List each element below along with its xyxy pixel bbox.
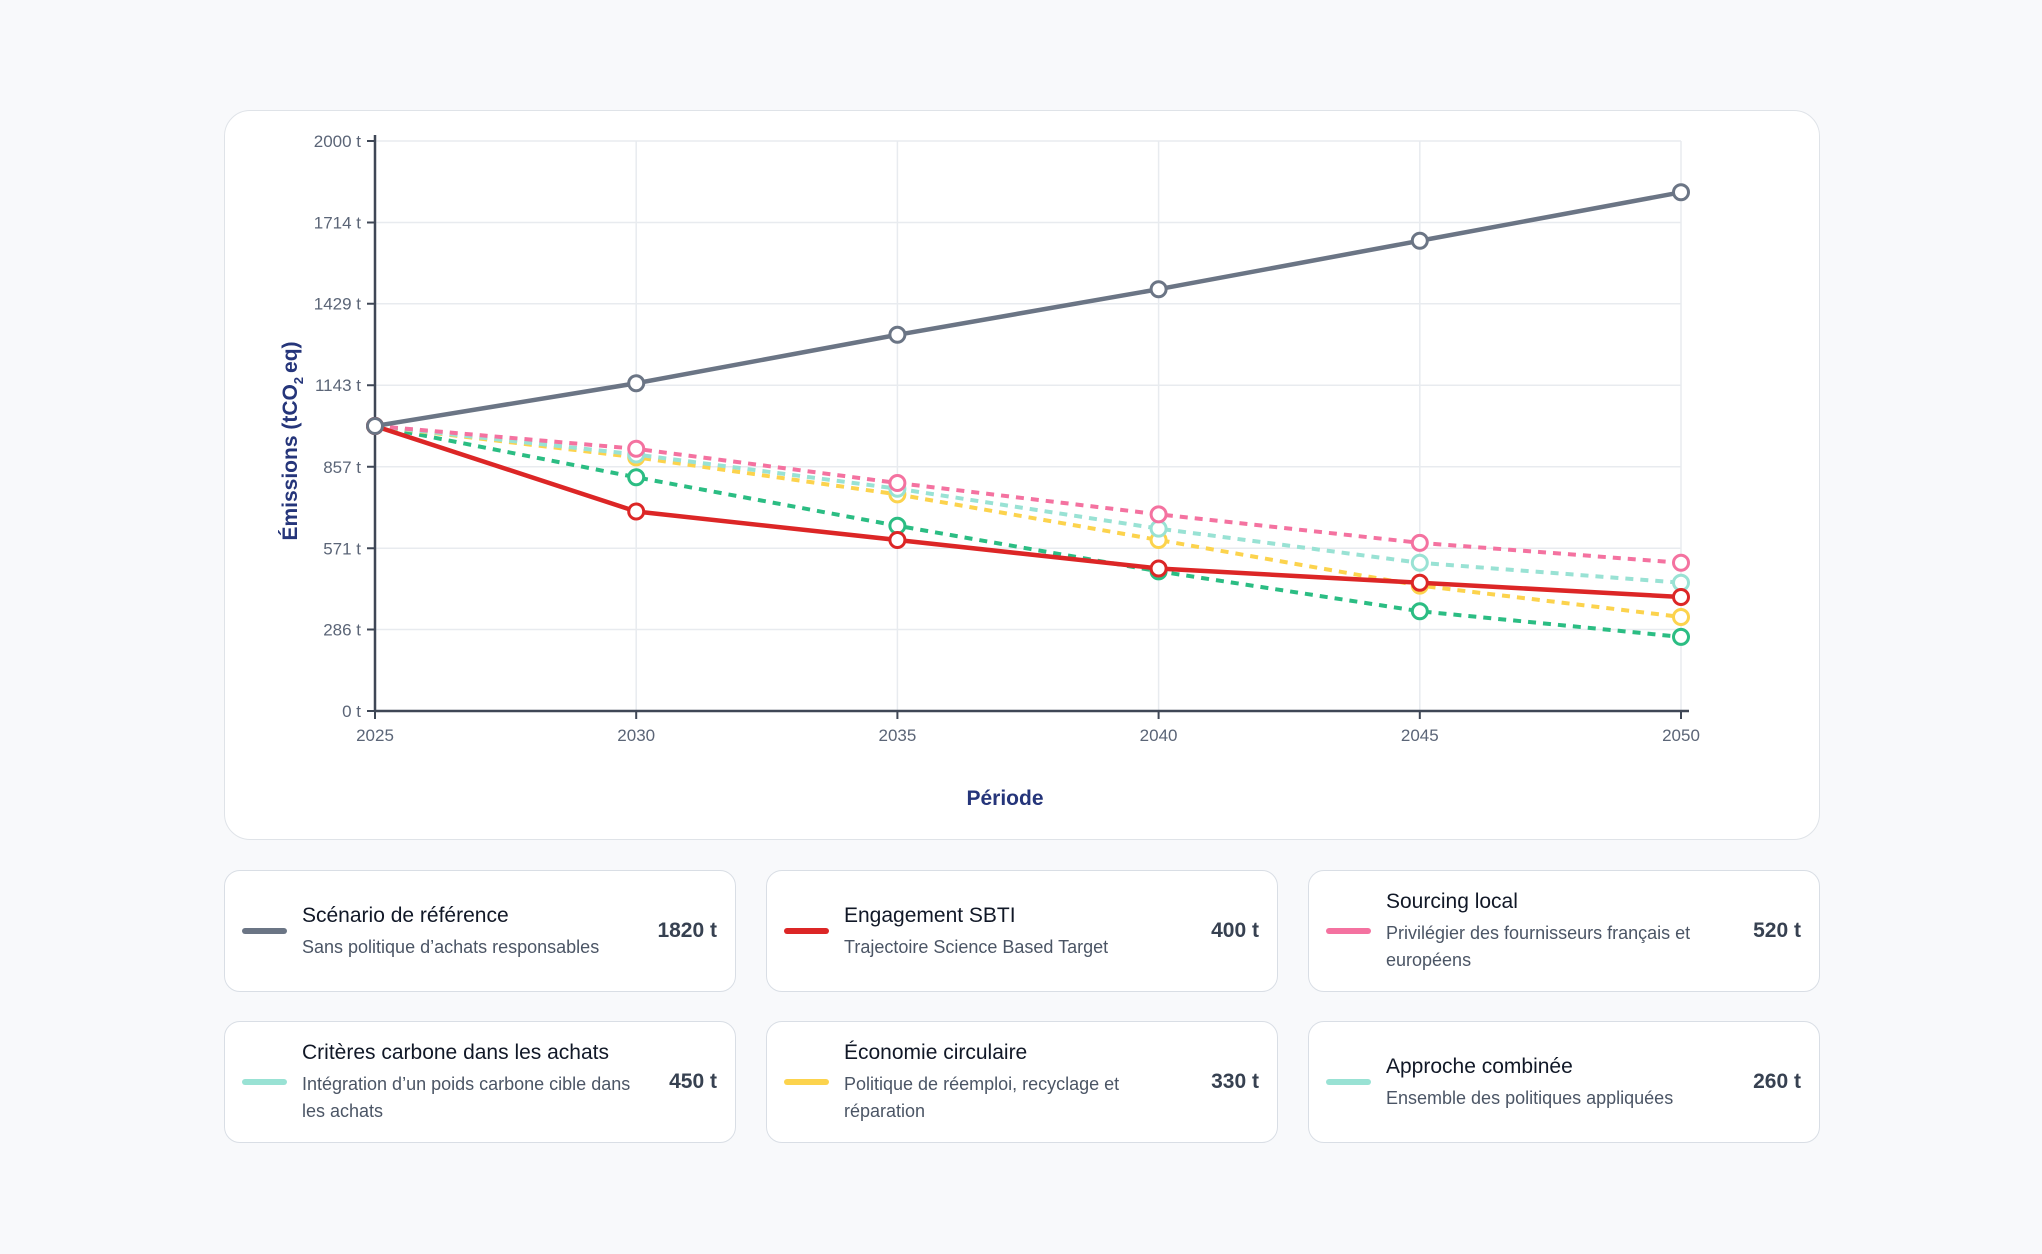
emissions-line-chart: 0 t 286 t 571 t 857 t 1143 t 1429 t 1714 t 2000… [279, 132, 1700, 810]
legend-title: Approche combinée [1386, 1054, 1573, 1078]
data-point [1149, 559, 1168, 578]
series-line [374, 190, 1682, 429]
y-tick-label: 286 t [323, 620, 361, 639]
y-tick-label: 857 t [323, 458, 361, 477]
data-point [1149, 505, 1168, 524]
series-line [374, 424, 1682, 639]
legend-value: 260 t [1753, 1070, 1801, 1093]
legend-card-sbti: Engagement SBTI Trajectoire Science Base… [766, 870, 1278, 992]
data-point [1410, 231, 1429, 250]
legend-value: 520 t [1753, 919, 1801, 942]
data-point [1672, 588, 1690, 606]
legend-card-economie-circulaire: Économie circulaire Politique de réemplo… [766, 1021, 1278, 1143]
tick-labels: 0 t 286 t 571 t 857 t 1143 t 1429 t 1714 t 2000… [314, 132, 1700, 745]
series-economie-circulaire [366, 417, 1690, 626]
legend-description: Trajectoire Science Based Target [844, 936, 1109, 957]
y-tick-label: 2000 t [314, 132, 362, 151]
data-point [1672, 553, 1690, 572]
legend-value: 330 t [1211, 1070, 1259, 1093]
series-line [374, 424, 1682, 585]
series-criteres-carbone-dans-les-achats [366, 417, 1690, 592]
legend-value: 450 t [669, 1070, 717, 1093]
legend-title: Scénario de référence [302, 903, 509, 927]
data-point [1672, 607, 1690, 626]
data-point [1410, 533, 1429, 552]
x-tick-label: 2030 [617, 726, 655, 745]
legend-title: Critères carbone dans les achats [302, 1041, 609, 1064]
chart-card: 0 t 286 t 571 t 857 t 1143 t 1429 t 1714 t 2000… [224, 110, 1820, 840]
data-point [1149, 280, 1168, 299]
y-tick-label: 571 t [323, 539, 361, 558]
y-tick-label: 1143 t [315, 376, 361, 395]
data-point [1672, 627, 1690, 646]
data-point [627, 468, 646, 487]
series-line [374, 423, 1682, 600]
legend-card-approche-combinee: Approche combinée Ensemble des politique… [1308, 1021, 1820, 1143]
data-point [1672, 183, 1690, 202]
x-tick-label: 2040 [1140, 726, 1178, 745]
data-point [888, 531, 907, 549]
series-scenario-de-reference [366, 183, 1690, 435]
legend-card-sourcing-local: Sourcing local Privilégier des fournisse… [1308, 870, 1820, 992]
data-point [1410, 602, 1429, 621]
legend-value: 400 t [1211, 919, 1259, 942]
data-point [1410, 553, 1429, 572]
x-tick-label: 2050 [1662, 726, 1700, 745]
legend-swatch [784, 928, 829, 934]
x-tick-label: 2035 [878, 726, 916, 745]
legend-swatch [1326, 928, 1371, 934]
legend-value: 1820 t [657, 919, 717, 942]
data-point [627, 502, 646, 521]
x-axis-title: Période [966, 787, 1043, 810]
series-engagement-sbti [366, 417, 1690, 606]
series-approche-combinee [366, 417, 1690, 646]
data-point [627, 374, 646, 393]
data-point [627, 439, 646, 458]
data-point [888, 325, 907, 344]
series [366, 183, 1690, 646]
y-axis-title-main: Émissions (tCO [279, 384, 302, 540]
legend-title: Engagement SBTI [844, 903, 1016, 927]
legend-card-reference: Scénario de référence Sans politique d’a… [224, 870, 736, 992]
legend-title: Sourcing local [1386, 890, 1518, 913]
data-point [1410, 573, 1429, 592]
series-line [374, 424, 1682, 619]
x-tick-label: 2025 [356, 726, 394, 745]
y-axis-title-subscript: 2 [291, 377, 306, 384]
data-point [366, 417, 384, 435]
legend-card-criteres-carbone: Critères carbone dans les achats Intégra… [224, 1021, 736, 1143]
y-tick-label: 1714 t [314, 214, 362, 233]
y-axis-title-end: eq) [279, 341, 302, 373]
legend-swatch [242, 1079, 287, 1085]
y-tick-label: 1429 t [314, 295, 362, 314]
legend-description: Ensemble des politiques appliquées [1386, 1087, 1674, 1108]
legend-description: Politique de réemploi, recyclage et répa… [844, 1074, 1120, 1121]
legend-swatch [242, 928, 287, 934]
legend-description: Sans politique d’achats responsables [302, 936, 600, 957]
legend-description: Intégration d’un poids carbone cible dan… [302, 1074, 631, 1121]
y-tick-label: 0 t [342, 702, 361, 721]
series-line [374, 424, 1682, 565]
legend-description: Privilégier des fournisseurs français et… [1386, 923, 1691, 970]
data-point [888, 474, 907, 492]
y-axis-title: Émissions (tCO2 eq) [279, 341, 306, 540]
legend-title: Économie circulaire [844, 1041, 1028, 1064]
legend-swatch [1326, 1079, 1371, 1085]
legend-swatch [784, 1079, 829, 1085]
x-tick-label: 2045 [1401, 726, 1439, 745]
